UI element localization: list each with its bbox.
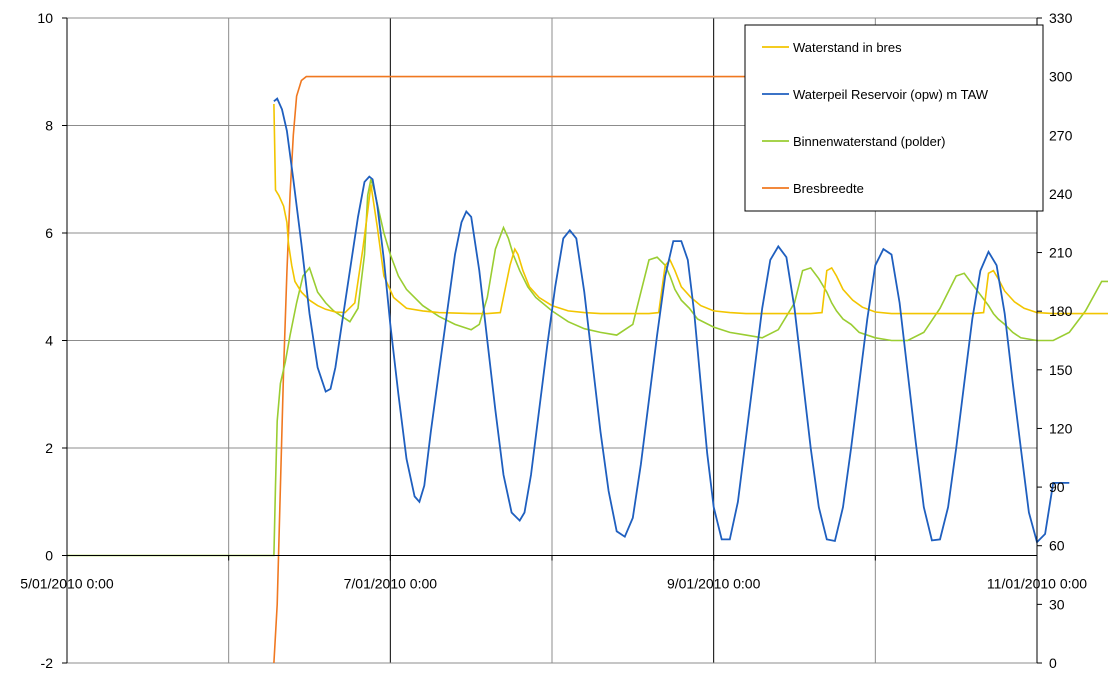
y2-tick-label: 60 [1049, 538, 1065, 554]
y-tick-label: 8 [45, 118, 53, 134]
legend-box [744, 24, 1044, 212]
y-tick-label: 2 [45, 440, 53, 456]
x-tick-label: 11/01/2010 0:00 [987, 576, 1087, 592]
series-line-bresbreedte [273, 75, 1037, 664]
legend-label: Waterpeil Reservoir (opw) m TAW [793, 87, 989, 102]
y2-tick-label: 300 [1049, 69, 1073, 85]
legend-label: Binnenwaterstand (polder) [793, 134, 945, 149]
y2-tick-label: 270 [1049, 127, 1073, 143]
legend-label: Bresbreedte [793, 181, 864, 196]
y-tick-label: 4 [45, 333, 53, 349]
x-tick-label: 9/01/2010 0:00 [667, 576, 761, 592]
y2-tick-label: 120 [1049, 420, 1073, 436]
y-tick-label: -2 [41, 655, 54, 671]
series-line-binnenwaterstand [67, 179, 1108, 557]
series-lines [67, 75, 1108, 664]
y2-tick-label: 240 [1049, 186, 1073, 202]
legend-label: Waterstand in bres [793, 40, 902, 55]
legend: Waterstand in bres Waterpeil Reservoir (o… [744, 24, 1044, 212]
y-tick-label: 0 [45, 548, 53, 564]
y2-tick-label: 330 [1049, 10, 1073, 26]
x-tick-label: 7/01/2010 0:00 [344, 576, 438, 592]
y2-tick-label: 90 [1049, 479, 1065, 495]
y2-tick-label: 150 [1049, 362, 1073, 378]
axes: -2 0 2 4 6 8 10 0 30 60 90 120 150 180 210 240 270 300 330… [20, 10, 1087, 671]
series-line-waterpeil-reservoir [273, 97, 1070, 544]
y2-tick-label: 0 [1049, 655, 1057, 671]
y2-tick-label: 180 [1049, 303, 1073, 319]
y2-tick-label: 30 [1049, 596, 1065, 612]
y-tick-label: 10 [37, 10, 53, 26]
series-line-waterstand-in-bres [273, 103, 1108, 315]
y2-tick-label: 210 [1049, 245, 1073, 261]
x-tick-label: 5/01/2010 0:00 [20, 576, 114, 592]
y-tick-label: 6 [45, 225, 53, 241]
